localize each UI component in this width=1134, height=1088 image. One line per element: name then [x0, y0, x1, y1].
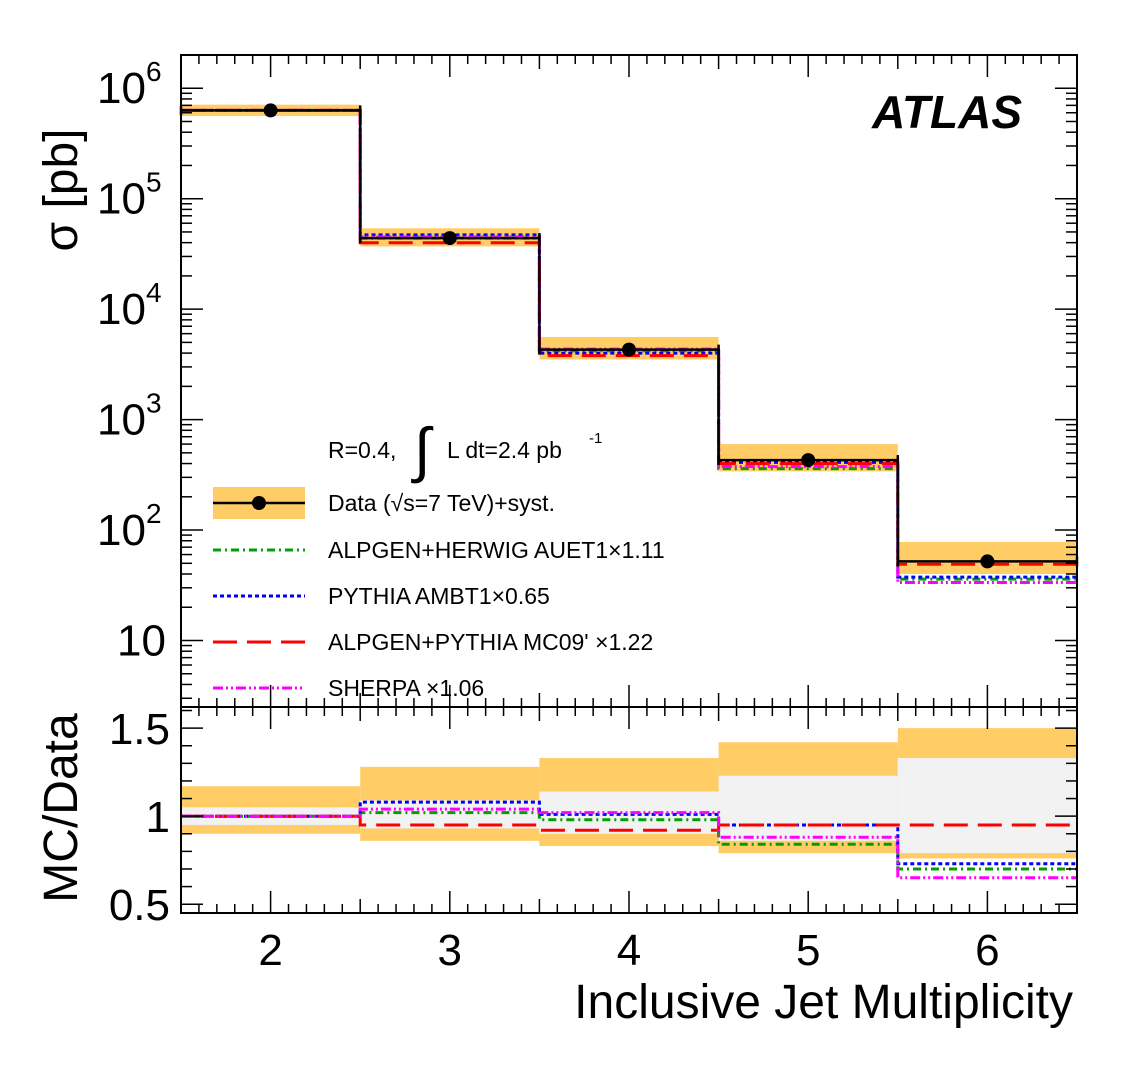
ratio-series-line-3 [181, 807, 1077, 880]
y-tick-label: 10 [97, 506, 146, 555]
annotation-sup: -1 [589, 430, 602, 447]
ratio-inner-band-bin-6 [897, 758, 1077, 854]
data-point-2 [263, 103, 278, 118]
ratio-y-axis-title: MC/Data [35, 713, 88, 903]
main-plot-frame [180, 54, 1078, 708]
x-tick-label: 5 [796, 926, 820, 975]
x-tick-label: 4 [617, 926, 641, 975]
x-tick-label: 6 [975, 926, 999, 975]
y-tick-label: 10 [117, 617, 166, 666]
legend-label-3: SHERPA ×1.06 [328, 675, 484, 701]
atlas-label: ATLAS [871, 86, 1022, 138]
data-point-5 [801, 453, 816, 468]
ratio-y-tick-label: 0.5 [109, 881, 170, 930]
y-tick-label: 10 [97, 396, 146, 445]
ratio-mc-series [181, 800, 1077, 880]
x-tick-label: 3 [438, 926, 462, 975]
legend-data-marker [252, 496, 266, 510]
y-tick-label: 10 [97, 64, 146, 113]
ratio-y-tick-labels: 0.5 1 1.5 [109, 705, 170, 930]
y-tick-label-exp: 6 [146, 56, 162, 87]
y-tick-label: 10 [97, 285, 146, 334]
main-axis-ticks [180, 54, 1078, 707]
main-y-axis-title: σ [pb] [35, 128, 88, 251]
legend-label-data: Data (√s=7 TeV)+syst. [328, 490, 555, 516]
legend-label-2: ALPGEN+PYTHIA MC09' ×1.22 [328, 629, 653, 655]
ratio-y-tick-label: 1.5 [109, 705, 170, 754]
legend-label-1: PYTHIA AMBT1×0.65 [328, 583, 550, 609]
main-data-points [179, 103, 1079, 569]
luminosity-annotation: R=0.4, ∫ L dt=2.4 pb -1 [328, 416, 602, 484]
annotation-radius: R=0.4, [328, 437, 396, 463]
y-tick-label-exp: 2 [146, 498, 162, 529]
y-tick-label-exp: 4 [146, 277, 162, 308]
legend: Data (√s=7 TeV)+syst. ALPGEN+HERWIG AUET… [213, 487, 665, 701]
ratio-bands [181, 728, 1077, 859]
ratio-plot-frame [180, 706, 1078, 914]
annotation-luminosity: L dt=2.4 pb [447, 437, 562, 463]
legend-entry-data: Data (√s=7 TeV)+syst. [213, 487, 555, 519]
integral-symbol: ∫ [411, 416, 434, 484]
ratio-inner-band-bin-5 [718, 775, 898, 841]
y-tick-label-exp: 3 [146, 388, 162, 419]
main-syst-bands [181, 104, 1077, 575]
data-point-6 [980, 554, 995, 569]
ratio-series-line-2 [181, 814, 1077, 832]
x-tick-label: 2 [258, 926, 282, 975]
ratio-y-tick-label: 1 [146, 793, 170, 842]
data-point-4 [622, 342, 636, 357]
legend-mc-entries: ALPGEN+HERWIG AUET1×1.11 PYTHIA AMBT1×0.6… [213, 537, 665, 701]
legend-label-0: ALPGEN+HERWIG AUET1×1.11 [328, 537, 665, 563]
data-point-3 [442, 231, 457, 246]
y-tick-label: 10 [97, 175, 146, 224]
data-step-line [181, 109, 1077, 563]
x-tick-labels: 2 3 4 5 6 [258, 926, 999, 975]
x-axis-title: Inclusive Jet Multiplicity [574, 976, 1073, 1029]
y-tick-label-exp: 5 [146, 167, 162, 198]
